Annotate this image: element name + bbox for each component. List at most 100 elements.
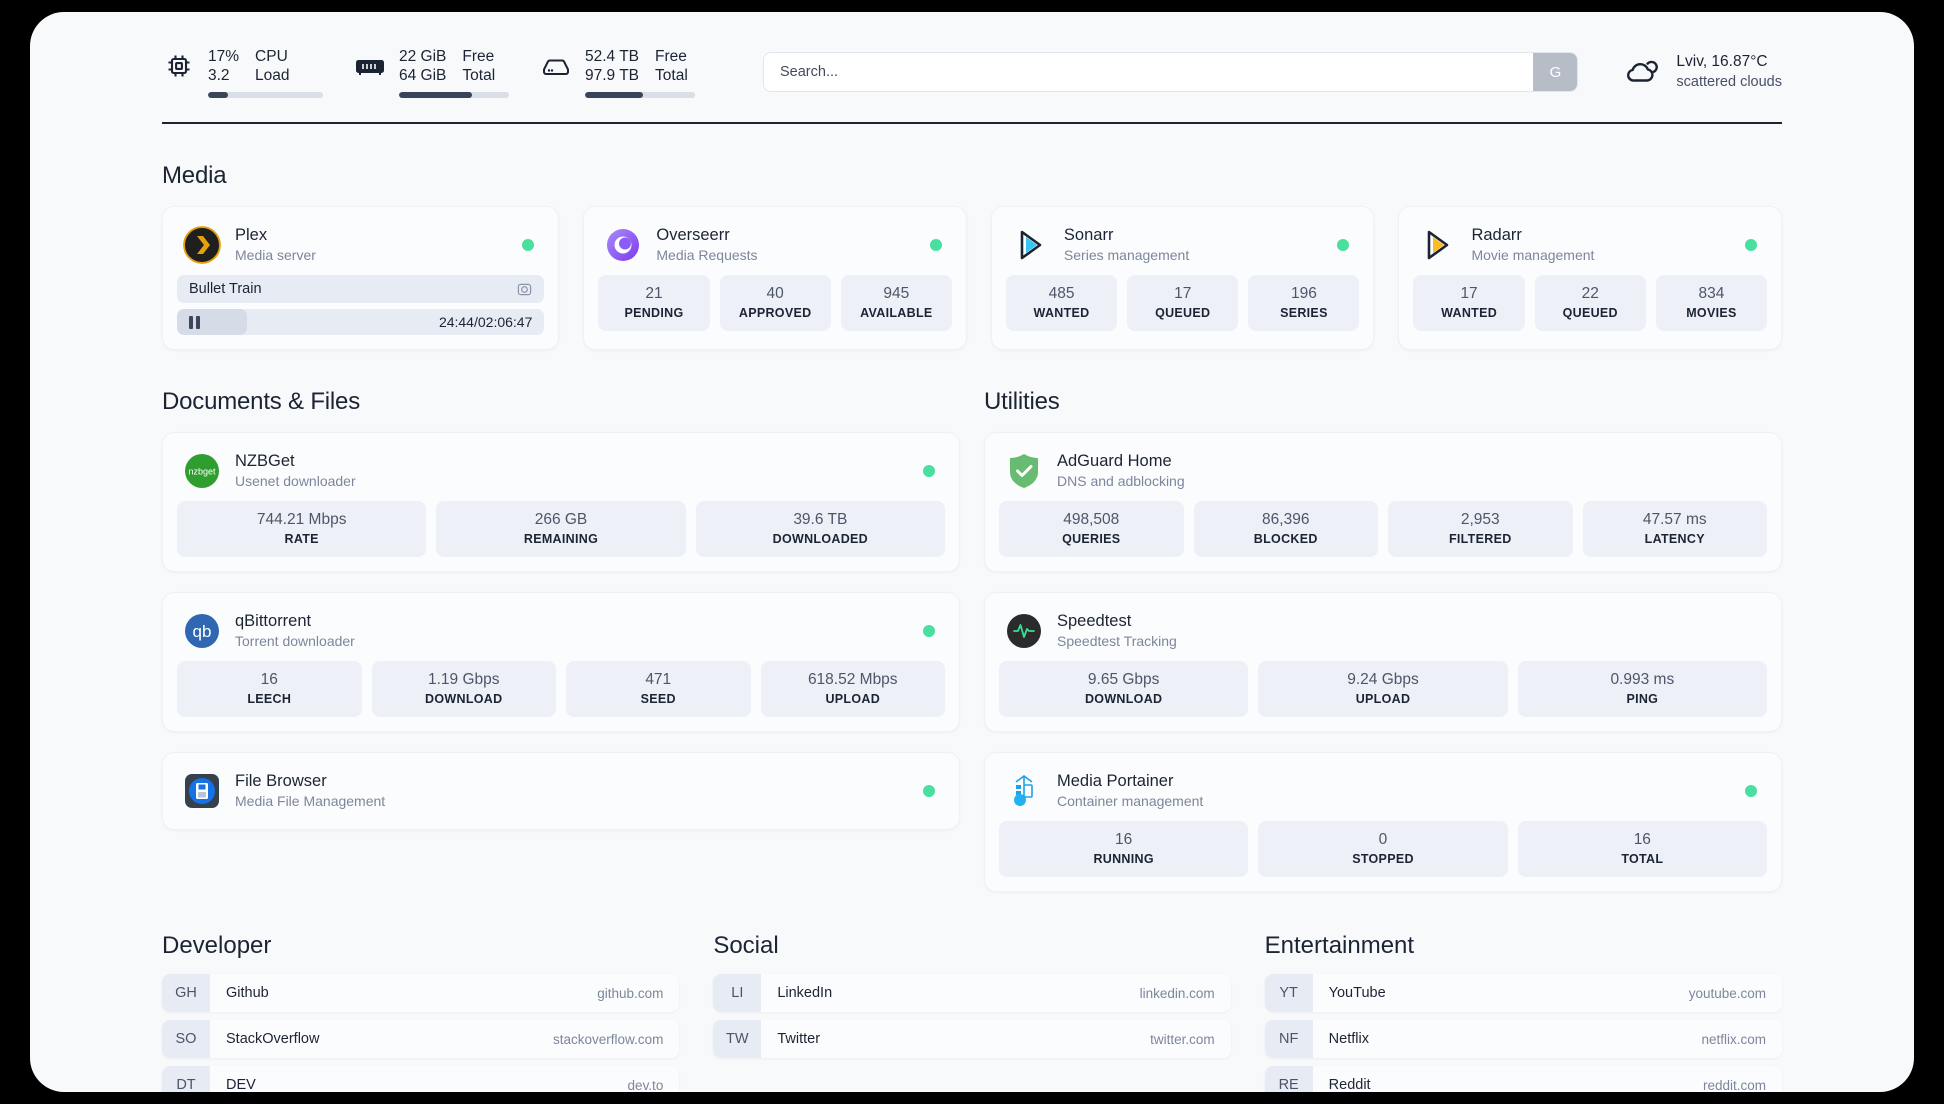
stat-tile: 9.65 Gbps DOWNLOAD	[999, 661, 1249, 717]
bookmark-abbr: TW	[713, 1020, 762, 1058]
pause-icon[interactable]	[189, 315, 200, 329]
bookmark-name: YouTube	[1328, 985, 1386, 1001]
stat-tiles: 485 WANTED 17 QUEUED 196 SERIES	[1005, 275, 1360, 331]
bookmark-name: Twitter	[777, 1031, 821, 1047]
bookmark-item-netflix[interactable]: NF Netflix netflix.com	[1264, 1020, 1782, 1058]
bookmark-url: stackoverflow.com	[553, 1031, 664, 1047]
stat-value: 16	[1633, 831, 1651, 848]
weather-condition: scattered clouds	[1676, 74, 1782, 90]
stat-value: 39.6 TB	[793, 511, 848, 528]
stat-label: UPLOAD	[825, 692, 881, 706]
service-card-speedtest[interactable]: Speedtest Speedtest Tracking 9.65 Gbps D…	[984, 592, 1782, 732]
stat-label: AVAILABLE	[860, 306, 933, 320]
service-card-nzbget[interactable]: nzbget NZBGet Usenet downloader 744.21 M…	[162, 432, 960, 572]
stat-value: 0	[1378, 831, 1388, 848]
stat-value: 9.24 Gbps	[1347, 671, 1419, 688]
svg-text:nzbget: nzbget	[188, 467, 216, 477]
service-name: qBittorrent	[235, 612, 312, 630]
stat-value: 834	[1698, 285, 1725, 302]
stat-value: 471	[645, 671, 672, 688]
bookmark-item-github[interactable]: GH Github github.com	[162, 974, 680, 1012]
bookmark-item-dev[interactable]: DT DEV dev.to	[162, 1066, 680, 1092]
stat-label: SEED	[640, 692, 676, 706]
stat-value: 485	[1048, 285, 1075, 302]
stat-tiles: 498,508 QUERIES 86,396 BLOCKED 2,953 FIL…	[999, 501, 1767, 557]
bookmark-item-reddit[interactable]: RE Reddit reddit.com	[1264, 1066, 1782, 1093]
search-input[interactable]	[764, 53, 1534, 91]
cloud-icon	[1622, 52, 1662, 92]
ram-free-value: 22 GiB	[399, 47, 447, 65]
status-indicator-online	[923, 785, 935, 797]
bookmark-url: reddit.com	[1702, 1077, 1766, 1093]
radarr-icon	[1419, 226, 1457, 264]
stat-value: 86,396	[1262, 511, 1310, 528]
stat-tile: 0 STOPPED	[1258, 821, 1508, 877]
sonarr-icon	[1012, 226, 1050, 264]
service-card-adguard[interactable]: AdGuard Home DNS and adblocking 498,508 …	[984, 432, 1782, 572]
service-card-plex[interactable]: Plex Media server Bullet Train	[162, 206, 560, 350]
bookmark-item-stackoverflow[interactable]: SO StackOverflow stackoverflow.com	[162, 1020, 680, 1058]
disk-icon	[539, 49, 573, 83]
stat-value: 17	[1174, 285, 1192, 302]
bookmark-url: linkedin.com	[1139, 985, 1215, 1001]
stat-label: LEECH	[247, 692, 292, 706]
stat-label: TOTAL	[1621, 852, 1664, 866]
service-name: File Browser	[235, 772, 327, 790]
stat-tile: 834 MOVIES	[1655, 275, 1768, 331]
stat-value: 744.21 Mbps	[256, 511, 347, 528]
stat-tiles: 9.65 Gbps DOWNLOAD 9.24 Gbps UPLOAD 0.99…	[999, 661, 1767, 717]
stat-tile: 471 SEED	[566, 661, 751, 717]
service-card-portainer[interactable]: Media Portainer Container management 16 …	[984, 752, 1782, 892]
stat-value: 196	[1290, 285, 1317, 302]
cast-icon[interactable]	[517, 282, 532, 297]
search-box[interactable]: G	[763, 52, 1579, 92]
ram-label-secondary: Total	[462, 66, 496, 84]
stat-value: 40	[766, 285, 784, 302]
service-card-qbittorrent[interactable]: qb qBittorrent Torrent downloader 16 LEE…	[162, 592, 960, 732]
stat-tile: 2,953 FILTERED	[1388, 501, 1573, 557]
adguard-icon	[1005, 452, 1043, 490]
service-name: Radarr	[1471, 226, 1522, 244]
ram-label-primary: Free	[462, 47, 495, 65]
stat-label: BLOCKED	[1253, 532, 1318, 546]
filebrowser-icon	[183, 772, 221, 810]
service-name: Sonarr	[1063, 226, 1114, 244]
cpu-label-secondary: Load	[255, 66, 290, 84]
service-desc: Movie management	[1471, 247, 1595, 263]
stat-tile: 744.21 Mbps RATE	[177, 501, 427, 557]
status-indicator-online	[923, 465, 935, 477]
service-name: NZBGet	[235, 452, 295, 470]
ram-total-value: 64 GiB	[399, 66, 447, 84]
service-name: Media Portainer	[1057, 772, 1174, 790]
bookmark-group-developer: Developer GH Github github.com SO StackO…	[162, 932, 680, 1092]
service-name: Plex	[235, 226, 268, 244]
bookmark-item-youtube[interactable]: YT YouTube youtube.com	[1264, 974, 1782, 1012]
stat-label: STOPPED	[1352, 852, 1414, 866]
stat-tile: 498,508 QUERIES	[999, 501, 1184, 557]
search-engine-button[interactable]: G	[1533, 53, 1578, 91]
playback-progress-bar[interactable]: 24:44/02:06:47	[177, 309, 545, 335]
playback-elapsed: 24:44	[438, 314, 474, 330]
service-desc: Media File Management	[235, 793, 386, 809]
svg-text:qb: qb	[193, 622, 212, 641]
service-card-sonarr[interactable]: Sonarr Series management 485 WANTED 17 Q…	[990, 206, 1375, 350]
stat-tile: 9.24 Gbps UPLOAD	[1258, 661, 1508, 717]
bookmark-abbr: SO	[162, 1020, 210, 1058]
search-area: G	[695, 52, 1622, 92]
service-card-radarr[interactable]: Radarr Movie management 17 WANTED 22 QUE…	[1398, 206, 1783, 350]
service-card-overseerr[interactable]: Overseerr Media Requests 21 PENDING 40 A…	[583, 206, 967, 350]
stat-label: FILTERED	[1448, 532, 1512, 546]
stat-value: 16	[1115, 831, 1133, 848]
stat-label: DOWNLOAD	[1084, 692, 1163, 706]
bookmark-item-linkedin[interactable]: LI LinkedIn linkedin.com	[713, 974, 1231, 1012]
stat-label: REMAINING	[523, 532, 599, 546]
stat-value: 0.993 ms	[1610, 671, 1675, 688]
stat-tile: 86,396 BLOCKED	[1193, 501, 1378, 557]
service-desc: Media server	[235, 247, 316, 263]
service-card-file-browser[interactable]: File Browser Media File Management	[162, 752, 960, 830]
service-name: Speedtest	[1057, 612, 1132, 630]
bookmark-url: github.com	[597, 985, 664, 1001]
cpu-usage-value: 17%	[208, 47, 240, 65]
cpu-load-value: 3.2	[208, 66, 230, 84]
bookmark-item-twitter[interactable]: TW Twitter twitter.com	[713, 1020, 1231, 1058]
